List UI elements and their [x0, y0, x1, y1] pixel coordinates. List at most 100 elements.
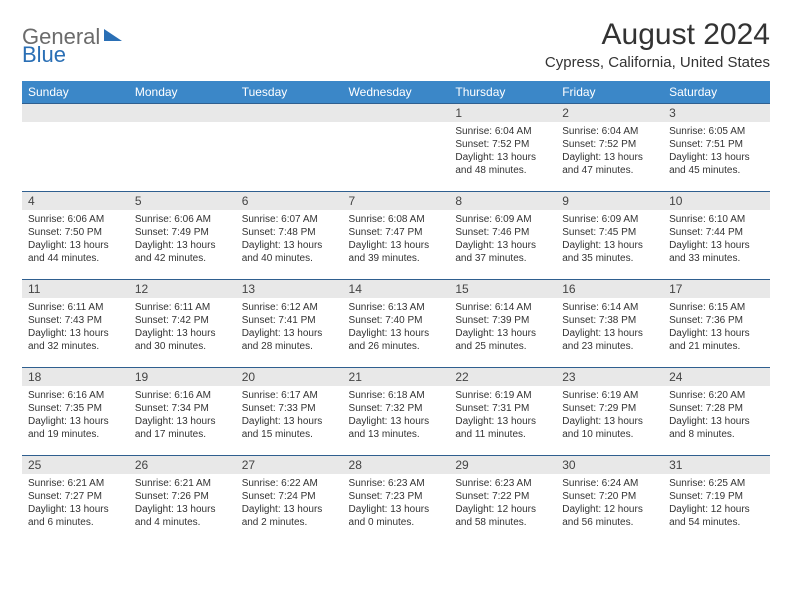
sunrise-line: Sunrise: 6:22 AM: [242, 478, 318, 489]
daylight-line: Daylight: 13 hours and 21 minutes.: [669, 328, 750, 352]
daylight-line: Daylight: 13 hours and 15 minutes.: [242, 416, 323, 440]
calendar-cell: 8Sunrise: 6:09 AMSunset: 7:46 PMDaylight…: [449, 192, 556, 280]
day-details: Sunrise: 6:20 AM Sunset: 7:28 PM Daylight:…: [663, 386, 770, 445]
daylight-line: Daylight: 13 hours and 26 minutes.: [349, 328, 430, 352]
calendar-cell: 29Sunrise: 6:23 AMSunset: 7:22 PMDayligh…: [449, 456, 556, 544]
sunset-line: Sunset: 7:24 PM: [242, 491, 316, 502]
sunset-line: Sunset: 7:42 PM: [135, 315, 209, 326]
calendar-cell: 26Sunrise: 6:21 AMSunset: 7:26 PMDayligh…: [129, 456, 236, 544]
sunset-line: Sunset: 7:40 PM: [349, 315, 423, 326]
day-details: Sunrise: 6:16 AMSunset: 7:34 PMDaylight:…: [129, 386, 236, 445]
day-number: 31: [663, 456, 770, 474]
day-number-band: [22, 104, 129, 122]
calendar-cell: 18Sunrise: 6:16 AMSunset: 7:35 PMDayligh…: [22, 368, 129, 456]
sunset-line: Sunset: 7:22 PM: [455, 491, 529, 502]
day-number: 5: [129, 192, 236, 210]
day-details: Sunrise: 6:10 AMSunset: 7:44 PMDaylight:…: [663, 210, 770, 269]
daylight-line: Daylight: 13 hours and 28 minutes.: [242, 328, 323, 352]
sunrise-line: Sunrise: 6:09 AM: [455, 214, 531, 225]
sunrise-line: Sunrise: 6:04 AM: [455, 126, 531, 137]
sunset-line: Sunset: 7:49 PM: [135, 227, 209, 238]
calendar-header-row: SundayMondayTuesdayWednesdayThursdayFrid…: [22, 81, 770, 104]
daylight-line: Daylight: 13 hours and 8 minutes.: [669, 416, 750, 440]
day-details: Sunrise: 6:07 AMSunset: 7:48 PMDaylight:…: [236, 210, 343, 269]
calendar-cell: [236, 104, 343, 192]
calendar-cell: 16Sunrise: 6:14 AMSunset: 7:38 PMDayligh…: [556, 280, 663, 368]
day-number: 25: [22, 456, 129, 474]
daylight-line: Daylight: 13 hours and 44 minutes.: [28, 240, 109, 264]
daylight-line: Daylight: 13 hours and 19 minutes.: [28, 416, 109, 440]
sunrise-line: Sunrise: 6:16 AM: [135, 390, 211, 401]
calendar-cell: 27Sunrise: 6:22 AMSunset: 7:24 PMDayligh…: [236, 456, 343, 544]
sunset-line: Sunset: 7:23 PM: [349, 491, 423, 502]
month-title: August 2024: [545, 18, 770, 52]
calendar-cell: 23Sunrise: 6:19 AMSunset: 7:29 PMDayligh…: [556, 368, 663, 456]
calendar-cell: 12Sunrise: 6:11 AMSunset: 7:42 PMDayligh…: [129, 280, 236, 368]
day-number: 17: [663, 280, 770, 298]
day-number: 26: [129, 456, 236, 474]
sunrise-line: Sunrise: 6:13 AM: [349, 302, 425, 313]
sunrise-line: Sunrise: 6:20 AM: [669, 390, 745, 401]
daylight-line: Daylight: 13 hours and 0 minutes.: [349, 504, 430, 528]
daylight-line: Daylight: 13 hours and 2 minutes.: [242, 504, 323, 528]
sunrise-line: Sunrise: 6:07 AM: [242, 214, 318, 225]
sunset-line: Sunset: 7:45 PM: [562, 227, 636, 238]
day-number: 4: [22, 192, 129, 210]
calendar-cell: 5Sunrise: 6:06 AMSunset: 7:49 PMDaylight…: [129, 192, 236, 280]
day-number-band: [343, 104, 450, 122]
weekday-header: Sunday: [22, 81, 129, 104]
daylight-line: Daylight: 13 hours and 45 minutes.: [669, 152, 750, 176]
brand-triangle-icon: [104, 29, 122, 41]
sunrise-line: Sunrise: 6:11 AM: [28, 302, 103, 313]
day-details: Sunrise: 6:09 AMSunset: 7:46 PMDaylight:…: [449, 210, 556, 269]
weekday-header: Monday: [129, 81, 236, 104]
day-details: Sunrise: 6:08 AMSunset: 7:47 PMDaylight:…: [343, 210, 450, 269]
daylight-line: Daylight: 13 hours and 17 minutes.: [135, 416, 216, 440]
daylight-line: Daylight: 13 hours and 32 minutes.: [28, 328, 109, 352]
daylight-line: Daylight: 13 hours and 23 minutes.: [562, 328, 643, 352]
sunset-line: Sunset: 7:29 PM: [562, 403, 636, 414]
day-number: 30: [556, 456, 663, 474]
sunset-line: Sunset: 7:28 PM: [669, 403, 743, 414]
day-number: 18: [22, 368, 129, 386]
calendar-cell: 4Sunrise: 6:06 AMSunset: 7:50 PMDaylight…: [22, 192, 129, 280]
calendar-cell: 21Sunrise: 6:18 AMSunset: 7:32 PMDayligh…: [343, 368, 450, 456]
sunset-line: Sunset: 7:26 PM: [135, 491, 209, 502]
weekday-header: Friday: [556, 81, 663, 104]
day-number: 29: [449, 456, 556, 474]
day-details: Sunrise: 6:14 AMSunset: 7:39 PMDaylight:…: [449, 298, 556, 357]
day-number: 12: [129, 280, 236, 298]
sunset-line: Sunset: 7:31 PM: [455, 403, 529, 414]
daylight-line: Daylight: 13 hours and 6 minutes.: [28, 504, 109, 528]
daylight-line: Daylight: 13 hours and 10 minutes.: [562, 416, 643, 440]
calendar-cell: [129, 104, 236, 192]
calendar-cell: 3Sunrise: 6:05 AMSunset: 7:51 PMDaylight…: [663, 104, 770, 192]
sunset-line: Sunset: 7:39 PM: [455, 315, 529, 326]
calendar-cell: [343, 104, 450, 192]
daylight-line: Daylight: 13 hours and 37 minutes.: [455, 240, 536, 264]
day-details: Sunrise: 6:25 AMSunset: 7:19 PMDaylight:…: [663, 474, 770, 533]
day-details: Sunrise: 6:17 AMSunset: 7:33 PMDaylight:…: [236, 386, 343, 445]
sunrise-line: Sunrise: 6:17 AM: [242, 390, 318, 401]
daylight-line: Daylight: 13 hours and 30 minutes.: [135, 328, 216, 352]
weekday-header: Saturday: [663, 81, 770, 104]
sunrise-line: Sunrise: 6:10 AM: [669, 214, 745, 225]
day-details: Sunrise: 6:06 AMSunset: 7:50 PMDaylight:…: [22, 210, 129, 269]
day-number: 11: [22, 280, 129, 298]
calendar-row: 18Sunrise: 6:16 AMSunset: 7:35 PMDayligh…: [22, 368, 770, 456]
day-details: Sunrise: 6:15 AMSunset: 7:36 PMDaylight:…: [663, 298, 770, 357]
header: General August 2024 Cypress, California,…: [22, 18, 770, 71]
day-details: Sunrise: 6:11 AMSunset: 7:42 PMDaylight:…: [129, 298, 236, 357]
calendar-cell: 1Sunrise: 6:04 AMSunset: 7:52 PMDaylight…: [449, 104, 556, 192]
day-number: 7: [343, 192, 450, 210]
day-details: Sunrise: 6:21 AMSunset: 7:27 PMDaylight:…: [22, 474, 129, 533]
calendar-cell: 22Sunrise: 6:19 AMSunset: 7:31 PMDayligh…: [449, 368, 556, 456]
day-details: Sunrise: 6:23 AMSunset: 7:22 PMDaylight:…: [449, 474, 556, 533]
day-number: 22: [449, 368, 556, 386]
calendar-body: 1Sunrise: 6:04 AMSunset: 7:52 PMDaylight…: [22, 104, 770, 544]
sunrise-line: Sunrise: 6:19 AM: [562, 390, 638, 401]
weekday-header: Wednesday: [343, 81, 450, 104]
calendar-cell: 2Sunrise: 6:04 AMSunset: 7:52 PMDaylight…: [556, 104, 663, 192]
calendar-cell: 28Sunrise: 6:23 AMSunset: 7:23 PMDayligh…: [343, 456, 450, 544]
calendar-row: 4Sunrise: 6:06 AMSunset: 7:50 PMDaylight…: [22, 192, 770, 280]
